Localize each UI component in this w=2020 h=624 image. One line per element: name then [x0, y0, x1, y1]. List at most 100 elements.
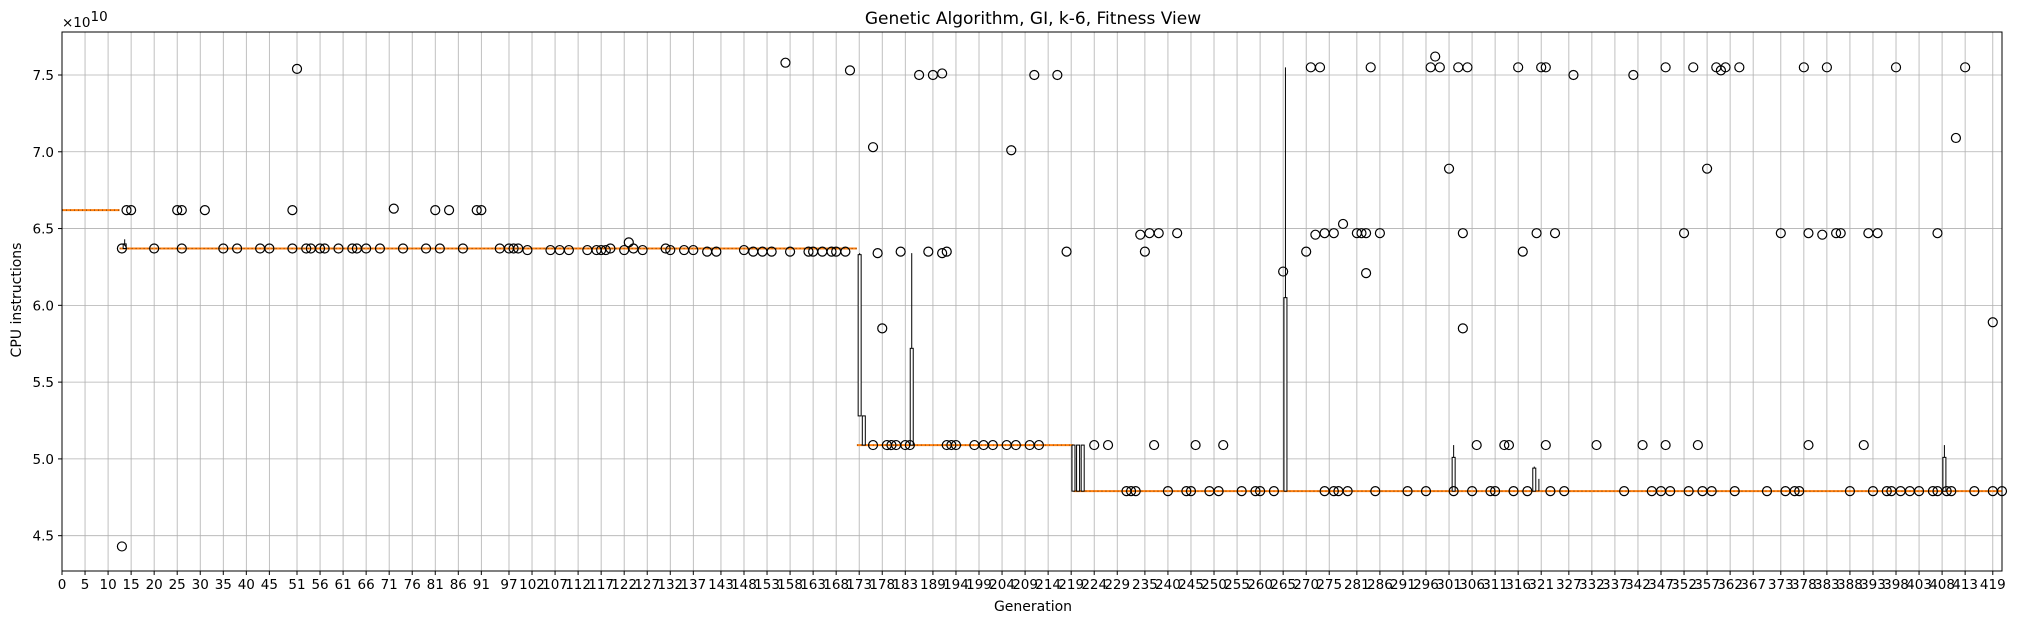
x-tick-label: 40 — [238, 577, 255, 593]
outlier-point — [1619, 486, 1630, 497]
x-tick-label: 337 — [1602, 577, 1628, 593]
outlier-point — [1471, 439, 1482, 451]
outlier-point — [1789, 486, 1800, 497]
outlier-point — [1531, 228, 1542, 239]
outlier-point — [1761, 486, 1773, 497]
boxes — [122, 243, 1947, 492]
outlier-point — [301, 243, 312, 254]
outlier-point — [176, 243, 187, 254]
x-tick-label: 214 — [1035, 577, 1061, 593]
x-axis-label: Generation — [994, 599, 1072, 615]
x-tick-label: 168 — [823, 577, 849, 593]
outlier-point — [1867, 486, 1879, 497]
outlier-point — [1010, 439, 1021, 451]
outlier-point — [1278, 266, 1289, 277]
x-tick-label: 408 — [1929, 577, 1955, 593]
outlier-point — [914, 69, 925, 81]
outlier-point — [688, 244, 699, 256]
outlier-point — [1499, 439, 1510, 451]
outlier-point — [1360, 228, 1372, 239]
outlier-point — [1701, 163, 1713, 174]
whiskers — [124, 67, 1945, 492]
outlier-point — [1420, 486, 1432, 497]
outlier-point — [430, 205, 441, 216]
box — [857, 254, 862, 417]
x-tick-label: 398 — [1883, 577, 1909, 593]
outlier-point — [711, 246, 722, 257]
outlier-point — [1950, 132, 1962, 144]
outlier-point — [1835, 228, 1846, 239]
outlier-point — [1831, 228, 1842, 239]
outlier-point — [1185, 486, 1197, 497]
outlier-point — [1125, 486, 1137, 497]
outlier-point — [600, 244, 611, 256]
x-tick-label: 204 — [989, 577, 1015, 593]
x-tick-label: 15 — [123, 577, 140, 593]
outlier-point — [434, 243, 445, 254]
outlier-point — [1033, 439, 1045, 451]
x-tick-label: 321 — [1528, 577, 1554, 593]
x-tick-label: 117 — [588, 577, 614, 593]
outlier-point — [937, 68, 948, 79]
outlier-point — [1863, 228, 1874, 239]
outlier-point — [1153, 228, 1164, 239]
box — [1076, 444, 1081, 492]
outlier-point — [508, 243, 519, 254]
outlier-point — [388, 203, 399, 214]
outlier-point — [420, 243, 432, 254]
y-multiplier-base: ×10 — [62, 15, 91, 31]
outlier-point — [1803, 228, 1814, 239]
x-tick-label: 265 — [1270, 577, 1296, 593]
outlier-point — [287, 205, 298, 216]
outlier-point — [1932, 228, 1943, 239]
outlier-point — [840, 246, 851, 257]
outlier-point — [867, 439, 879, 451]
outlier-point — [545, 244, 556, 256]
y-tick-label: 7.0 — [33, 145, 54, 161]
outlier-point — [176, 205, 187, 216]
x-tick-label: 240 — [1155, 577, 1181, 593]
outlier-point — [900, 439, 911, 451]
outlier-point — [314, 243, 326, 254]
x-axis-ticks: 0 5 10 15 20 25 30 35 40 45 51 56 61 66 71 76 81 86 91 97 10… — [58, 571, 2006, 593]
x-tick-label: 301 — [1436, 577, 1462, 593]
x-tick-label: 255 — [1224, 577, 1250, 593]
outlier-point — [1310, 229, 1321, 240]
outlier-point — [1678, 228, 1690, 239]
outlier-point — [1250, 486, 1261, 497]
x-tick-label: 270 — [1293, 577, 1319, 593]
box — [1532, 467, 1537, 492]
outlier-point — [1549, 228, 1561, 239]
y-tick-label: 5.5 — [33, 375, 54, 391]
outlier-point — [1485, 486, 1496, 497]
x-tick-label: 107 — [542, 577, 568, 593]
x-tick-label: 306 — [1459, 577, 1485, 593]
outlier-point — [1268, 486, 1280, 497]
x-tick-label: 250 — [1201, 577, 1227, 593]
x-tick-label: 316 — [1505, 577, 1531, 593]
x-tick-label: 327 — [1556, 577, 1582, 593]
outlier-point — [1817, 229, 1828, 240]
outlier-point — [319, 243, 330, 254]
outlier-point — [1135, 229, 1146, 240]
outlier-point — [1660, 439, 1671, 451]
x-tick-label: 102 — [519, 577, 545, 593]
x-tick-label: 97 — [500, 577, 517, 593]
outlier-point — [1540, 62, 1551, 73]
x-tick-label: 291 — [1390, 577, 1416, 593]
outlier-point — [937, 248, 948, 259]
outlier-point — [1536, 62, 1547, 73]
x-tick-label: 137 — [680, 577, 706, 593]
outlier-point — [1443, 163, 1455, 174]
outlier-point — [1858, 439, 1869, 451]
outlier-point — [1941, 486, 1952, 497]
outlier-point — [844, 65, 856, 76]
x-tick-label: 0 — [58, 577, 67, 593]
outlier-point — [1913, 486, 1925, 497]
outlier-point — [1775, 228, 1786, 239]
y-axis-ticks: 4.5 5.0 5.5 6.0 6.5 7.0 7.5 — [33, 68, 62, 545]
x-tick-label: 373 — [1768, 577, 1794, 593]
outlier-point — [1508, 486, 1519, 497]
outlier-point — [1370, 486, 1381, 497]
outlier-point — [1218, 439, 1229, 451]
